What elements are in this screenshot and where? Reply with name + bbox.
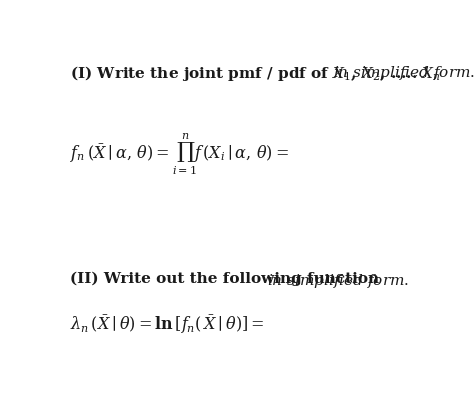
Text: $\it{in\ simplified\ form.}$: $\it{in\ simplified\ form.}$	[267, 272, 409, 290]
Text: (I) Write the joint pmf / pdf of $X_1$, $X_2$, ..... $X_n$: (I) Write the joint pmf / pdf of $X_1$, …	[70, 64, 442, 83]
Text: $\it{in\ simplified\ form.}$: $\it{in\ simplified\ form.}$	[333, 64, 474, 82]
Text: (II) Write out the following function: (II) Write out the following function	[70, 272, 384, 286]
Text: $\lambda_n\,(\bar{X}\mid\theta) = \mathbf{ln}\,[f_n(\,\bar{X}\mid\theta)] =$: $\lambda_n\,(\bar{X}\mid\theta) = \mathb…	[70, 313, 264, 336]
Text: $f_n\,(\bar{X}\mid\alpha,\,\theta) = \prod_{i=1}^{n}\!f\,(X_i\mid\alpha,\,\theta: $f_n\,(\bar{X}\mid\alpha,\,\theta) = \pr…	[70, 131, 289, 177]
